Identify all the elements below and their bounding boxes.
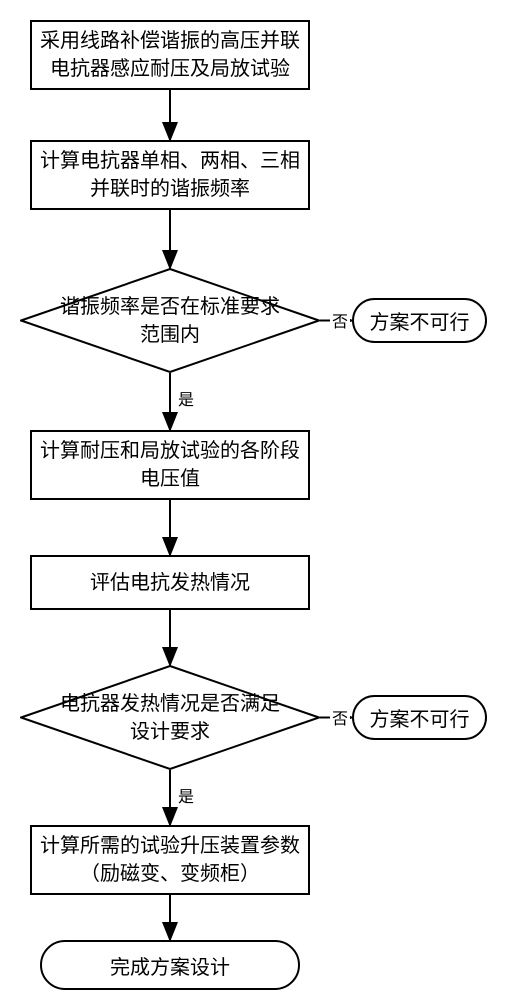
node-calc-freq-text: 计算电抗器单相、两相、三相并联时的谐振频率	[40, 147, 300, 203]
node-calc-params-text: 计算所需的试验升压装置参数（励磁变、变频柜）	[40, 832, 300, 888]
node-calc-params: 计算所需的试验升压装置参数（励磁变、变频柜）	[30, 825, 310, 895]
node-calc-voltage: 计算耐压和局放试验的各阶段电压值	[30, 430, 310, 500]
edge-label: 否	[330, 705, 350, 729]
node-calc-freq: 计算电抗器单相、两相、三相并联时的谐振频率	[30, 140, 310, 210]
node-check-heat-text: 电抗器发热情况是否满足设计要求	[60, 690, 280, 746]
node-start: 采用线路补偿谐振的高压并联电抗器感应耐压及局放试验	[30, 20, 310, 90]
node-eval-heat: 评估电抗发热情况	[30, 555, 310, 610]
node-check-heat: 电抗器发热情况是否满足设计要求	[20, 665, 320, 770]
edge-label: 是	[176, 783, 196, 807]
edge-label: 是	[176, 386, 196, 410]
node-done: 完成方案设计	[40, 940, 300, 990]
node-eval-heat-text: 评估电抗发热情况	[90, 569, 250, 597]
node-check-freq-text: 谐振频率是否在标准要求范围内	[60, 293, 280, 349]
node-reject1-text: 方案不可行	[370, 306, 470, 335]
node-reject2: 方案不可行	[352, 695, 487, 740]
node-check-freq: 谐振频率是否在标准要求范围内	[20, 268, 320, 373]
node-start-text: 采用线路补偿谐振的高压并联电抗器感应耐压及局放试验	[40, 27, 300, 83]
node-reject2-text: 方案不可行	[370, 703, 470, 732]
node-calc-voltage-text: 计算耐压和局放试验的各阶段电压值	[40, 437, 300, 493]
node-reject1: 方案不可行	[352, 298, 487, 343]
node-done-text: 完成方案设计	[110, 951, 230, 980]
edge-label: 否	[330, 308, 350, 332]
